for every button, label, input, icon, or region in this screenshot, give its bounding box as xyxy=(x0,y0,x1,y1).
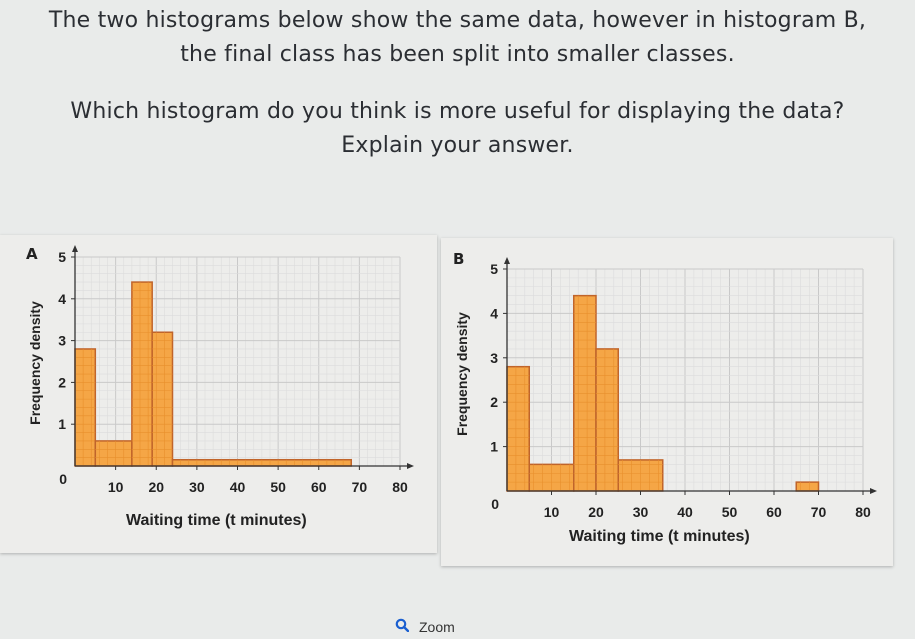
histogram-a-x-tick-label: 10 xyxy=(108,479,124,495)
histogram-a-label: A xyxy=(26,245,38,263)
histogram-b-y-tick-label: 3 xyxy=(490,350,498,366)
histogram-a-x-tick-label: 80 xyxy=(392,479,408,495)
histogram-a-y-tick-label: 2 xyxy=(58,374,66,390)
histogram-a-y-arrow xyxy=(72,245,78,252)
histogram-b-label: B xyxy=(453,250,465,268)
question-line-4: Explain your answer. xyxy=(341,133,574,158)
histogram-a-bar-1 xyxy=(94,440,133,467)
zoom-button[interactable]: Zoom xyxy=(395,617,455,637)
histogram-a-panel: A Frequency density 10 20 30 40 50 60 70 80 1 2 3 4… xyxy=(0,235,437,553)
histogram-b-xlabel: Waiting time (t minutes) xyxy=(569,528,750,545)
histogram-a-x-arrow xyxy=(407,463,414,469)
histogram-b-y-tick-label: 5 xyxy=(490,261,498,277)
histogram-b-y-tick-label: 2 xyxy=(490,394,498,410)
histogram-b-x-tick-label: 10 xyxy=(544,504,560,520)
histogram-b-x-arrow xyxy=(870,488,877,494)
histogram-b-panel: B Frequency density 10 20 30 40 50 60 70 80 1 2 3 4… xyxy=(441,238,893,566)
histogram-a-grid xyxy=(74,256,401,467)
histogram-a-xlabel: Waiting time (t minutes) xyxy=(126,512,307,529)
question-line-3: Which histogram do you think is more use… xyxy=(70,99,845,124)
histogram-b-grid xyxy=(506,268,864,492)
histogram-b-x-tick-label: 40 xyxy=(677,504,693,520)
histogram-a-y-tick-label: 3 xyxy=(58,333,66,349)
question-line-1: The two histograms below show the same d… xyxy=(48,8,867,33)
histogram-a-x-tick-label: 50 xyxy=(270,479,286,495)
histogram-b-y-tick-label: 1 xyxy=(490,439,498,455)
search-icon xyxy=(395,618,410,637)
histogram-b-x-tick-label: 50 xyxy=(722,504,738,520)
histogram-b-x-tick-label: 80 xyxy=(855,504,871,520)
histogram-a-y-tick-label: 4 xyxy=(58,291,66,307)
histogram-a-x-tick-label: 20 xyxy=(148,479,164,495)
histogram-b-x-tick-label: 60 xyxy=(766,504,782,520)
histogram-b-x-tick-label: 70 xyxy=(811,504,827,520)
histogram-b-x-tick-label: 30 xyxy=(633,504,649,520)
histogram-a-origin-label: 0 xyxy=(59,471,67,487)
histogram-b-y-arrow xyxy=(504,257,510,264)
histogram-a-x-tick-label: 30 xyxy=(189,479,205,495)
zoom-label: Zoom xyxy=(419,619,455,635)
histogram-a-x-tick-label: 70 xyxy=(352,479,368,495)
histogram-a-x-tick-label: 40 xyxy=(230,479,246,495)
histogram-b-x-tick-label: 20 xyxy=(588,504,604,520)
histogram-a-x-tick-label: 60 xyxy=(311,479,327,495)
histogram-b-y-tick-label: 4 xyxy=(490,305,498,321)
question-line-2: the final class has been split into smal… xyxy=(180,42,735,67)
histogram-b-origin-label: 0 xyxy=(491,496,499,512)
histogram-a-y-tick-label: 1 xyxy=(58,416,66,432)
histogram-b-bar-5 xyxy=(795,481,820,492)
histogram-a-y-tick-label: 5 xyxy=(58,249,66,265)
